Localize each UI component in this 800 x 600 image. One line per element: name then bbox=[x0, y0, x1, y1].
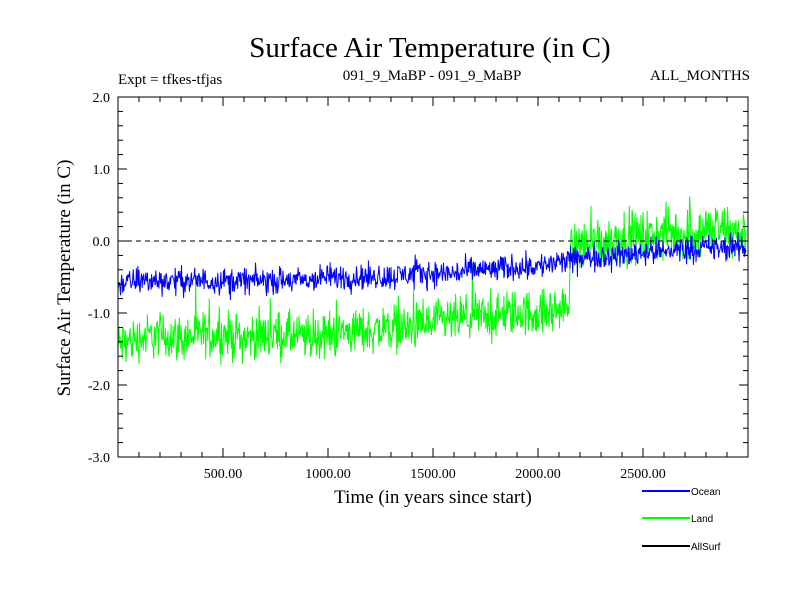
x-tick-label: 1500.00 bbox=[410, 467, 456, 482]
chart-title: Surface Air Temperature (in C) bbox=[249, 32, 610, 64]
y-tick-label: 0.0 bbox=[93, 235, 111, 250]
chart-subtitle-left: Expt = tfkes-tfjas bbox=[118, 72, 222, 88]
y-tick-label: 2.0 bbox=[93, 91, 111, 106]
legend-label-allsurf: AllSurf bbox=[691, 542, 721, 553]
chart-subtitle-right: ALL_MONTHS bbox=[650, 68, 750, 84]
y-tick-label: -1.0 bbox=[88, 307, 110, 322]
plot-series-layer bbox=[117, 196, 747, 365]
series-line-land bbox=[117, 196, 747, 365]
x-tick-label: 1000.00 bbox=[305, 467, 351, 482]
plot-axes-layer: 2.0 1.0 0.0 -1.0 -2.0 -3.0 500.00 1000.00 1500.0… bbox=[88, 91, 749, 482]
series-line-ocean bbox=[117, 232, 747, 301]
legend-label-ocean: Ocean bbox=[691, 487, 720, 498]
chart-subtitle-center: 091_9_MaBP - 091_9_MaBP bbox=[343, 68, 522, 84]
y-tick-label: -2.0 bbox=[88, 379, 110, 394]
x-tick-label: 2000.00 bbox=[515, 467, 561, 482]
x-tick-label: 500.00 bbox=[204, 467, 243, 482]
x-tick-label: 2500.00 bbox=[620, 467, 666, 482]
legend-label-land: Land bbox=[691, 514, 713, 525]
y-axis-label: Surface Air Temperature (in C) bbox=[54, 160, 75, 397]
y-tick-label: -3.0 bbox=[88, 451, 110, 466]
y-tick-label: 1.0 bbox=[93, 163, 111, 178]
x-axis-label: Time (in years since start) bbox=[334, 487, 532, 508]
legend: Ocean Land AllSurf bbox=[642, 487, 721, 553]
